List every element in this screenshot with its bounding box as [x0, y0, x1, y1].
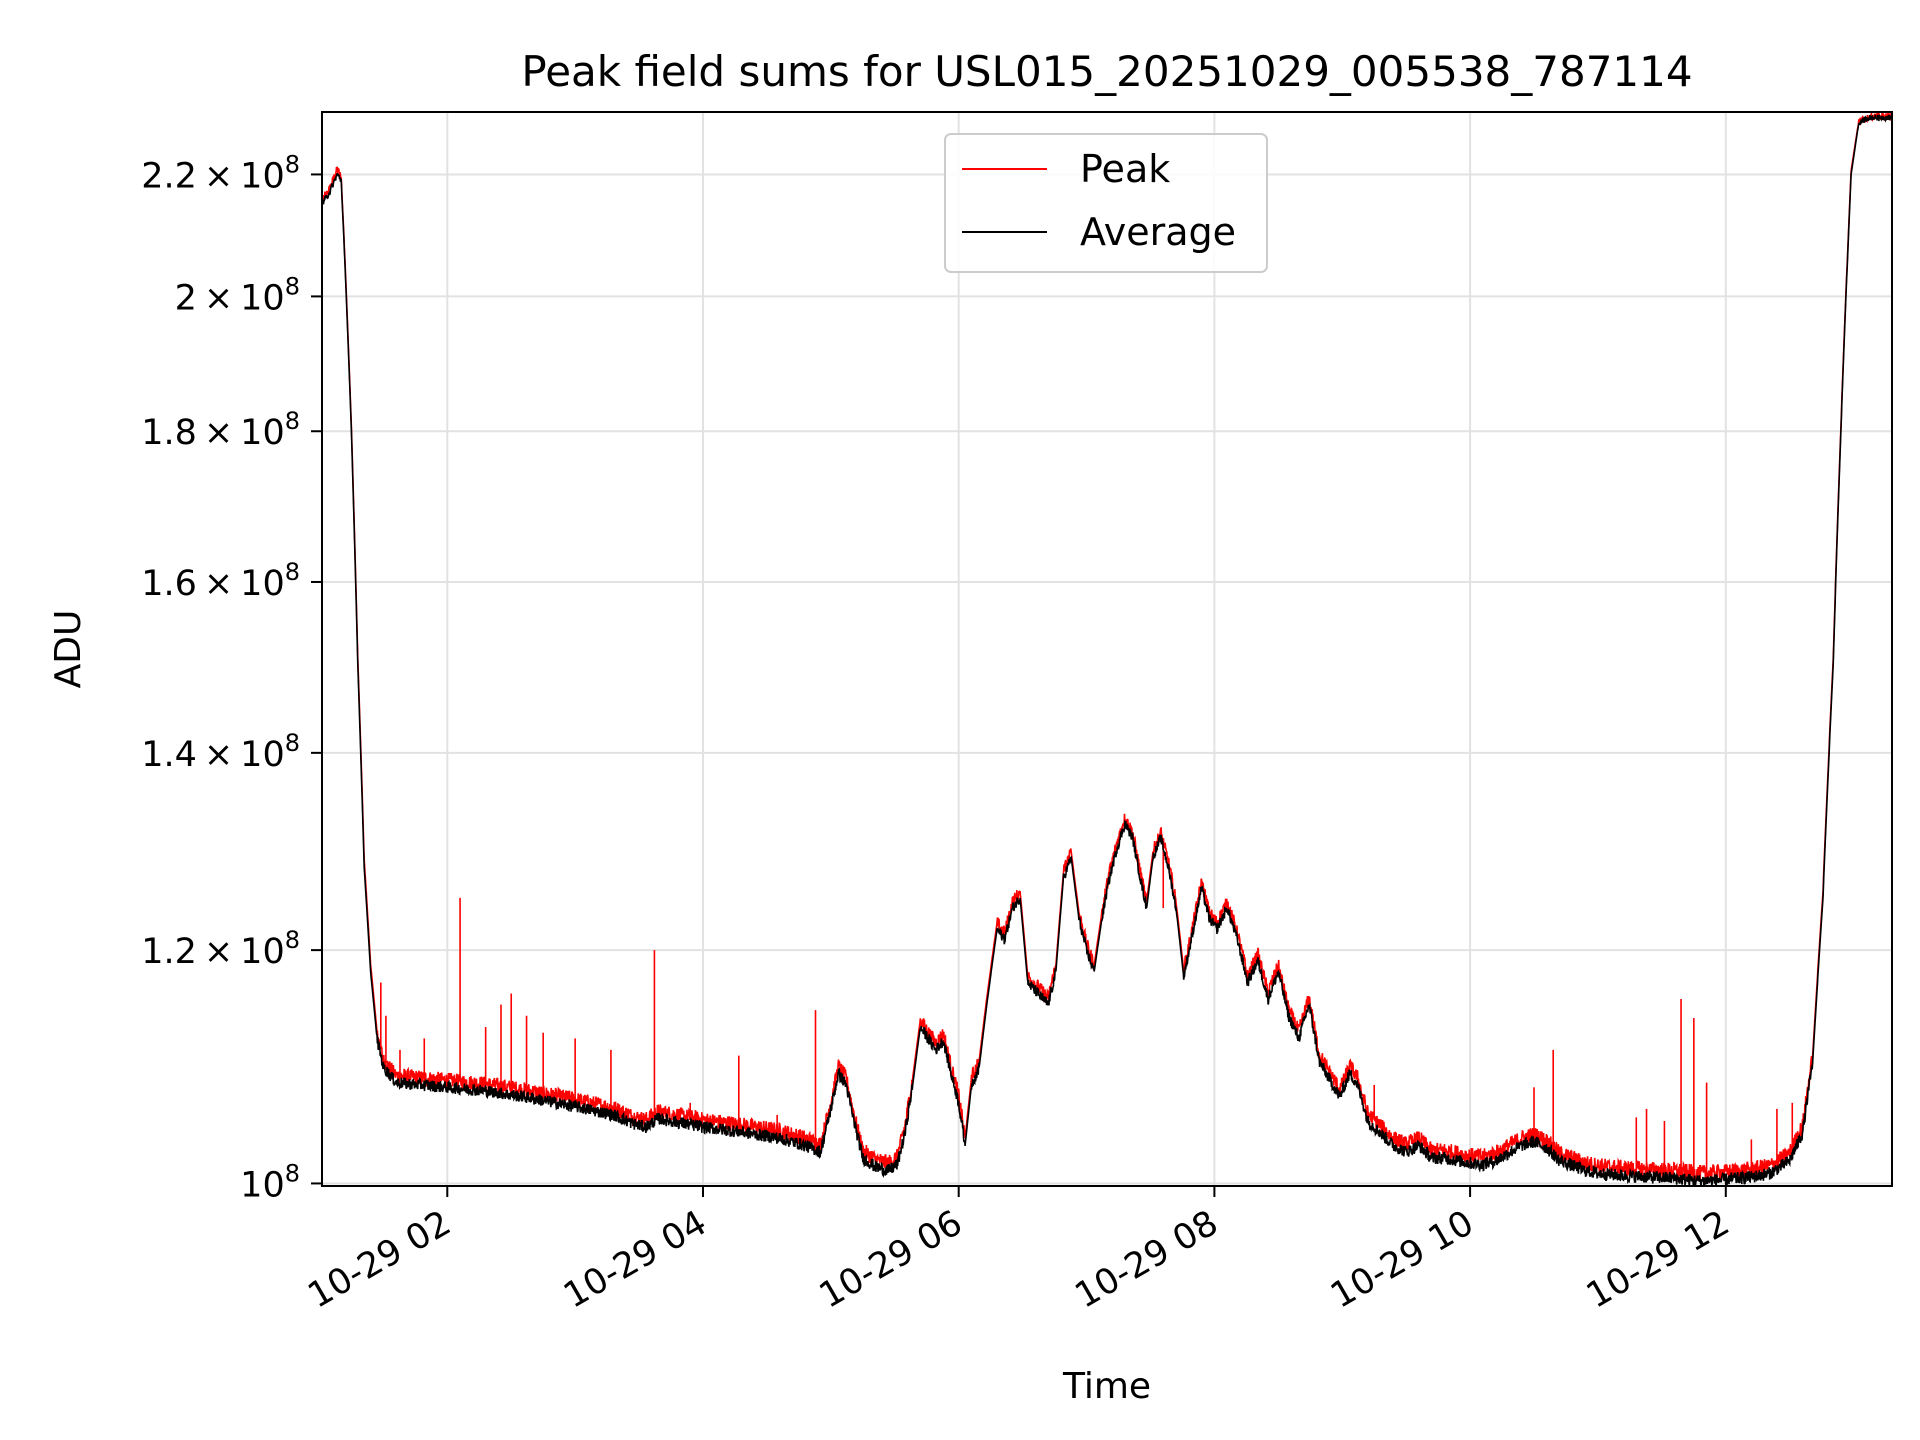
x-tick-label: 10-29 08 — [1069, 1203, 1225, 1316]
y-tick-label: 2 × 108 — [175, 272, 300, 318]
grid-lines — [322, 112, 1892, 1186]
y-tick-label: 2.2 × 108 — [141, 150, 300, 196]
y-tick-label: 1.4 × 108 — [141, 729, 300, 775]
x-tick-label: 10-29 10 — [1324, 1203, 1480, 1316]
axes-frame — [321, 111, 1893, 1187]
y-tick-label: 1.8 × 108 — [141, 407, 300, 453]
y-axis-ticks: 108 1.2 × 108 1.4 × 108 1.6 × 108 1.8 × 108 2… — [141, 150, 322, 1205]
plot-area — [322, 112, 1892, 1186]
average-series-line — [322, 114, 1892, 1186]
x-tick-label: 10-29 06 — [813, 1203, 969, 1316]
x-tick-label: 10-29 02 — [302, 1203, 458, 1316]
legend-average-label: Average — [1080, 210, 1236, 254]
x-tick-label: 10-29 04 — [557, 1203, 713, 1316]
y-tick-label: 1.2 × 108 — [141, 926, 300, 972]
y-tick-label: 108 — [240, 1159, 300, 1205]
x-axis-label: Time — [1062, 1366, 1151, 1407]
peak-series-line — [322, 112, 1892, 1182]
y-tick-label: 1.6 × 108 — [141, 558, 300, 604]
legend: Peak Average — [944, 133, 1268, 273]
chart-title: Peak field sums for USL015_20251029_0055… — [521, 47, 1692, 96]
peak-spikes — [380, 841, 1794, 1173]
legend-peak-label: Peak — [1080, 147, 1170, 191]
y-axis-label: ADU — [48, 610, 89, 689]
x-axis-ticks: 10-29 02 10-29 04 10-29 06 10-29 08 10-29 10… — [302, 1186, 1736, 1316]
x-tick-label: 10-29 12 — [1580, 1203, 1736, 1316]
